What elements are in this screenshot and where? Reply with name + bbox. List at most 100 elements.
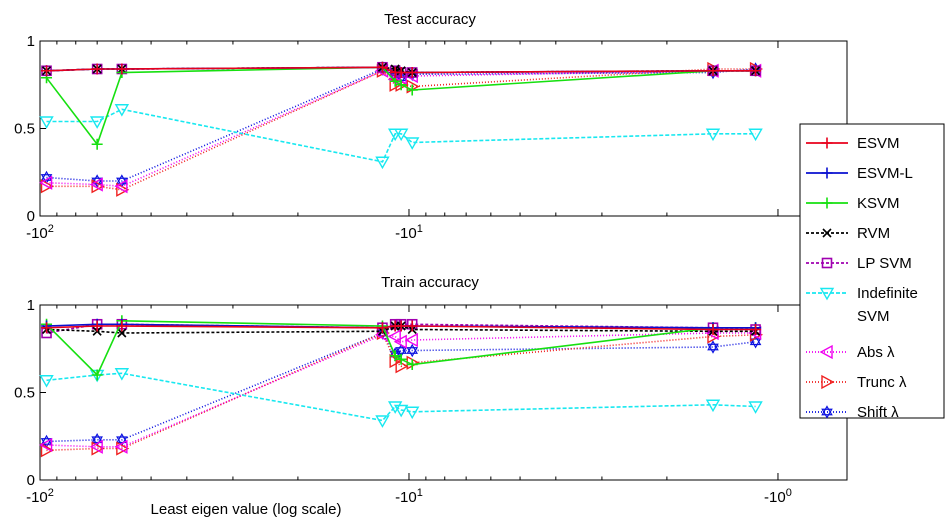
test-point-esvm bbox=[707, 65, 719, 77]
test-x-tick-label: -101 bbox=[395, 223, 423, 242]
legend-marker bbox=[821, 405, 833, 419]
test-point-ksvm bbox=[91, 138, 103, 150]
test-point-esvm bbox=[41, 65, 53, 77]
legend-label: ESVM-L bbox=[857, 165, 913, 182]
legend-marker bbox=[821, 197, 833, 209]
train-point-abs-lambda bbox=[404, 332, 418, 348]
legend-entry-rvm: RVM bbox=[806, 225, 890, 242]
legend: ESVM ESVM-L KSVM RVM LP SVM Indefinite SVM Abs … bbox=[799, 123, 945, 421]
legend-marker bbox=[819, 344, 833, 360]
test-accuracy-ticks: 0 0.5 1 -102 -101 bbox=[14, 33, 847, 242]
test-point-indefinite-svm bbox=[39, 116, 54, 129]
legend-marker bbox=[821, 374, 835, 390]
legend-label: RVM bbox=[857, 225, 890, 242]
train-point-esvm bbox=[707, 324, 719, 335]
train-line-indefinite-svm bbox=[46, 372, 756, 422]
test-point-esvm bbox=[376, 61, 388, 73]
legend-entry-abs-lambda: Abs λ bbox=[806, 344, 895, 361]
train-point-trunc-lambda bbox=[116, 441, 130, 456]
train-point-esvm bbox=[91, 320, 103, 332]
legend-label-line2: SVM bbox=[857, 308, 890, 325]
legend-marker bbox=[821, 167, 833, 179]
legend-label: Trunc λ bbox=[857, 374, 907, 391]
legend-label: ESVM bbox=[857, 135, 900, 152]
train-point-indefinite-svm bbox=[405, 406, 420, 420]
test-point-abs-lambda bbox=[89, 177, 103, 192]
train-accuracy-marks bbox=[39, 315, 764, 458]
legend-entry-trunc-lambda: Trunc λ bbox=[806, 374, 907, 391]
test-accuracy-axes-box bbox=[39, 40, 848, 217]
train-point-indefinite-svm bbox=[393, 404, 409, 418]
train-y-tick-label: 1 bbox=[27, 297, 35, 314]
test-point-indefinite-svm bbox=[393, 128, 409, 142]
train-point-abs-lambda bbox=[114, 439, 128, 454]
legend-label: KSVM bbox=[857, 195, 900, 212]
train-point-trunc-lambda bbox=[91, 441, 105, 456]
train-accuracy-ticks: 0 0.5 1 -102 -101 -100 bbox=[14, 297, 847, 506]
legend-marker bbox=[822, 228, 832, 238]
train-point-indefinite-svm bbox=[114, 368, 130, 381]
train-point-esvm bbox=[41, 322, 53, 334]
train-point-trunc-lambda bbox=[40, 443, 55, 458]
train-point-indefinite-svm bbox=[748, 401, 763, 414]
train-point-ksvm bbox=[395, 353, 407, 365]
test-y-tick-label: 0 bbox=[27, 208, 35, 225]
train-point-esvm bbox=[395, 320, 407, 332]
legend-marker bbox=[819, 287, 835, 301]
train-point-esvm bbox=[116, 320, 128, 332]
train-point-ksvm bbox=[91, 369, 103, 381]
test-point-indefinite-svm bbox=[405, 137, 420, 150]
train-series-esvm bbox=[41, 320, 762, 335]
train-point-shift-lambda bbox=[91, 433, 103, 447]
test-point-esvm bbox=[91, 63, 103, 75]
test-y-tick-label: 1 bbox=[27, 33, 35, 50]
train-point-esvm bbox=[376, 322, 388, 334]
x-axis-label: Least eigen value (log scale) bbox=[151, 501, 342, 518]
legend-marker bbox=[821, 257, 833, 269]
test-point-indefinite-svm bbox=[375, 156, 390, 170]
test-point-trunc-lambda bbox=[91, 179, 105, 194]
test-line-ksvm bbox=[45, 66, 756, 146]
legend-label: Abs λ bbox=[857, 344, 895, 361]
test-point-esvm bbox=[406, 67, 418, 78]
train-x-tick-label: -101 bbox=[395, 487, 423, 506]
train-point-shift-lambda bbox=[749, 335, 762, 349]
test-series-indefinite-svm bbox=[39, 104, 763, 170]
test-y-tick-label: 0.5 bbox=[14, 121, 35, 138]
train-line-rvm bbox=[46, 325, 756, 334]
train-y-tick-label: 0 bbox=[27, 472, 35, 489]
train-point-abs-lambda bbox=[39, 437, 53, 453]
train-point-ksvm bbox=[406, 359, 418, 370]
legend-label: Shift λ bbox=[857, 404, 899, 421]
test-accuracy-marks bbox=[39, 61, 764, 197]
train-accuracy-panel: Train accuracy 0 0.5 1 -102 -101 -100 bbox=[14, 274, 848, 506]
legend-entry-lp-svm: LP SVM bbox=[806, 255, 912, 272]
test-series-esvm bbox=[41, 61, 762, 78]
train-point-indefinite-svm bbox=[705, 399, 721, 413]
legend-label: Indefinite bbox=[857, 285, 918, 302]
test-accuracy-title: Test accuracy bbox=[384, 11, 476, 28]
train-point-indefinite-svm bbox=[375, 415, 390, 428]
test-point-esvm bbox=[750, 65, 762, 77]
train-point-esvm bbox=[406, 320, 418, 332]
train-point-indefinite-svm bbox=[39, 375, 54, 388]
train-point-shift-lambda bbox=[395, 343, 407, 358]
legend-entry-esvm-l: ESVM-L bbox=[806, 165, 913, 182]
train-point-rvm bbox=[117, 328, 127, 338]
legend-label: LP SVM bbox=[857, 255, 912, 272]
train-series-indefinite-svm bbox=[39, 368, 763, 428]
legend-marker bbox=[821, 137, 833, 149]
test-point-abs-lambda bbox=[39, 175, 53, 190]
train-point-abs-lambda bbox=[89, 439, 103, 454]
legend-entry-shift-lambda: Shift λ bbox=[806, 404, 899, 421]
test-x-tick-label: -102 bbox=[26, 223, 54, 242]
test-point-ksvm bbox=[406, 84, 418, 96]
train-x-tick-label: -102 bbox=[26, 487, 54, 506]
train-point-shift-lambda bbox=[707, 340, 719, 354]
test-accuracy-panel: Test accuracy 0 0.5 1 -102 -101 bbox=[14, 11, 848, 242]
train-point-esvm bbox=[750, 324, 762, 335]
train-line-shift-lambda bbox=[46, 332, 756, 443]
train-point-ksvm bbox=[389, 350, 401, 362]
test-point-esvm bbox=[395, 67, 407, 78]
